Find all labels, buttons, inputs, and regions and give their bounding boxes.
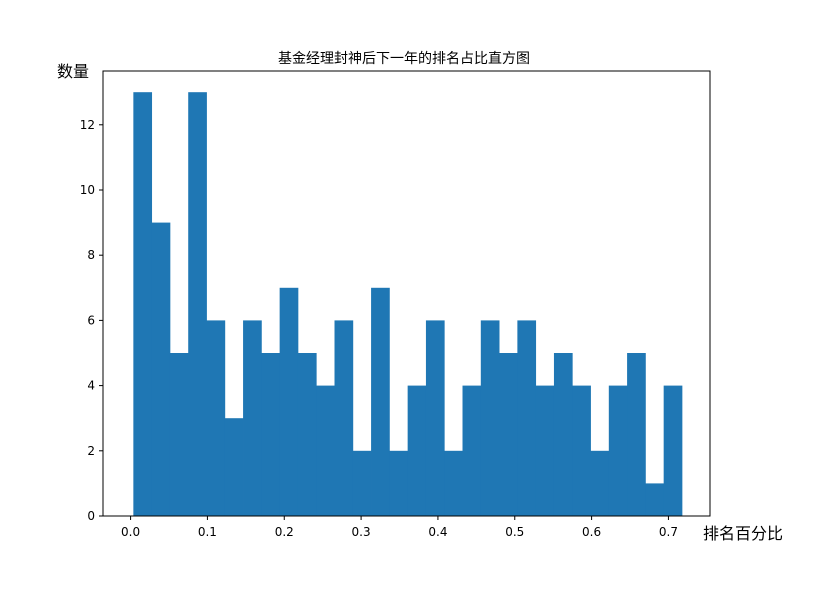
x-tick-label: 0.7 bbox=[659, 525, 678, 539]
histogram-bar bbox=[389, 450, 409, 516]
histogram-bar bbox=[517, 320, 537, 516]
histogram-bar bbox=[371, 287, 390, 516]
histogram-bar bbox=[334, 320, 354, 516]
histogram-bar bbox=[243, 320, 262, 516]
histogram-bar bbox=[572, 385, 591, 516]
y-tick-label: 6 bbox=[87, 313, 95, 327]
histogram-bar bbox=[261, 353, 281, 516]
histogram-bar bbox=[590, 450, 610, 516]
chart-title: 基金经理封神后下一年的排名占比直方图 bbox=[278, 50, 530, 67]
histogram-bar bbox=[297, 353, 317, 516]
x-axis-label: 排名百分比 bbox=[703, 524, 783, 543]
histogram-bar bbox=[133, 92, 153, 516]
y-tick-label: 2 bbox=[87, 444, 95, 458]
histogram-bar bbox=[663, 385, 683, 516]
x-tick-label: 0.2 bbox=[275, 525, 294, 539]
y-tick-label: 12 bbox=[80, 118, 95, 132]
y-ticks-group: 0 2 4 6 8 10 12 bbox=[80, 118, 103, 523]
histogram-bar bbox=[352, 450, 372, 516]
x-tick-label: 0.4 bbox=[428, 525, 447, 539]
histogram-bar bbox=[151, 222, 171, 516]
y-tick-label: 8 bbox=[87, 248, 95, 262]
histogram-bar bbox=[553, 353, 573, 516]
y-axis-label: 数量 bbox=[57, 62, 89, 81]
histogram-bar bbox=[480, 320, 500, 516]
histogram-bar bbox=[224, 418, 244, 516]
histogram-bar bbox=[627, 353, 646, 516]
histogram-bar bbox=[169, 353, 189, 516]
histogram-bar bbox=[535, 385, 555, 516]
y-tick-label: 0 bbox=[87, 509, 95, 523]
bars-group bbox=[133, 92, 683, 516]
x-tick-label: 0.3 bbox=[352, 525, 371, 539]
x-tick-label: 0.5 bbox=[505, 525, 524, 539]
histogram-bar bbox=[206, 320, 226, 516]
x-tick-label: 0.0 bbox=[121, 525, 140, 539]
histogram-bar bbox=[407, 385, 427, 516]
x-tick-label: 0.6 bbox=[582, 525, 601, 539]
histogram-bar bbox=[425, 320, 445, 516]
plot-frame bbox=[102, 70, 711, 517]
histogram-bar bbox=[316, 385, 335, 516]
x-tick-label: 0.1 bbox=[198, 525, 217, 539]
histogram-bar bbox=[499, 353, 518, 516]
histogram-bar bbox=[279, 287, 299, 516]
histogram-bar bbox=[444, 450, 463, 516]
y-tick-label: 10 bbox=[80, 183, 95, 197]
histogram-bar bbox=[608, 385, 628, 516]
y-tick-label: 4 bbox=[87, 379, 95, 393]
histogram-bar bbox=[462, 385, 482, 516]
histogram-bar bbox=[645, 483, 665, 516]
histogram-bar bbox=[188, 92, 207, 516]
x-ticks-group: 0.0 0.1 0.2 0.3 0.4 0.5 0.6 0.7 bbox=[121, 516, 678, 539]
